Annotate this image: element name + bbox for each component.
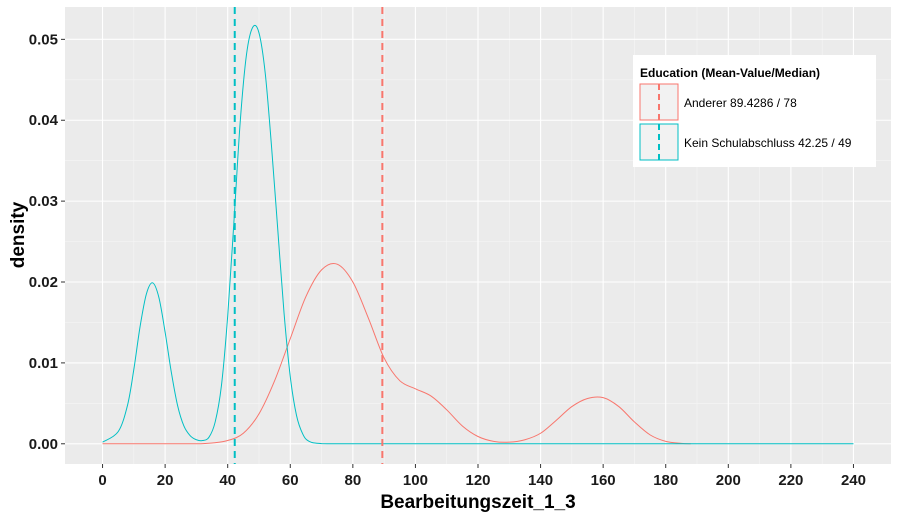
mean-lines (233, 7, 384, 464)
x-tick-label: 160 (591, 472, 616, 489)
y-axis: 0.00 0.01 0.02 0.03 0.04 0.05 (29, 31, 65, 453)
legend-item-kein-schulabschluss: Kein Schulabschluss 42.25 / 49 (639, 123, 852, 161)
y-tick-label: 0.01 (29, 355, 58, 372)
legend-title: Education (Mean-Value/Median) (640, 66, 820, 80)
x-tick-label: 60 (282, 472, 299, 489)
x-axis-title: Bearbeitungszeit_1_3 (380, 492, 575, 513)
x-tick-label: 200 (716, 472, 741, 489)
density-curves (102, 24, 854, 445)
x-tick-label: 0 (98, 472, 106, 489)
x-tick-label: 240 (841, 472, 866, 489)
x-tick-label: 140 (528, 472, 553, 489)
legend-label-anderer: Anderer 89.4286 / 78 (684, 96, 797, 110)
y-tick-label: 0.02 (29, 274, 58, 291)
x-tick-label: 120 (465, 472, 490, 489)
x-tick-label: 20 (157, 472, 174, 489)
y-tick-label: 0.04 (29, 112, 59, 129)
x-axis: 0 20 40 60 80 100 120 140 160 180 200 220 240 (98, 464, 866, 489)
x-tick-label: 100 (403, 472, 428, 489)
y-tick-label: 0.03 (29, 193, 58, 210)
density-curve-anderer (102, 262, 691, 445)
legend-label-kein-schulabschluss: Kein Schulabschluss 42.25 / 49 (684, 136, 852, 150)
density-curve-kein-schulabschluss (102, 24, 854, 445)
x-tick-label: 180 (653, 472, 678, 489)
x-tick-label: 220 (778, 472, 803, 489)
y-tick-label: 0.00 (29, 436, 58, 453)
x-tick-label: 80 (345, 472, 362, 489)
y-axis-title: density (8, 201, 29, 268)
x-tick-label: 40 (219, 472, 236, 489)
legend-item-anderer: Anderer 89.4286 / 78 (639, 83, 797, 121)
legend: Education (Mean-Value/Median) Anderer 89… (633, 55, 876, 167)
y-tick-label: 0.05 (29, 31, 58, 48)
